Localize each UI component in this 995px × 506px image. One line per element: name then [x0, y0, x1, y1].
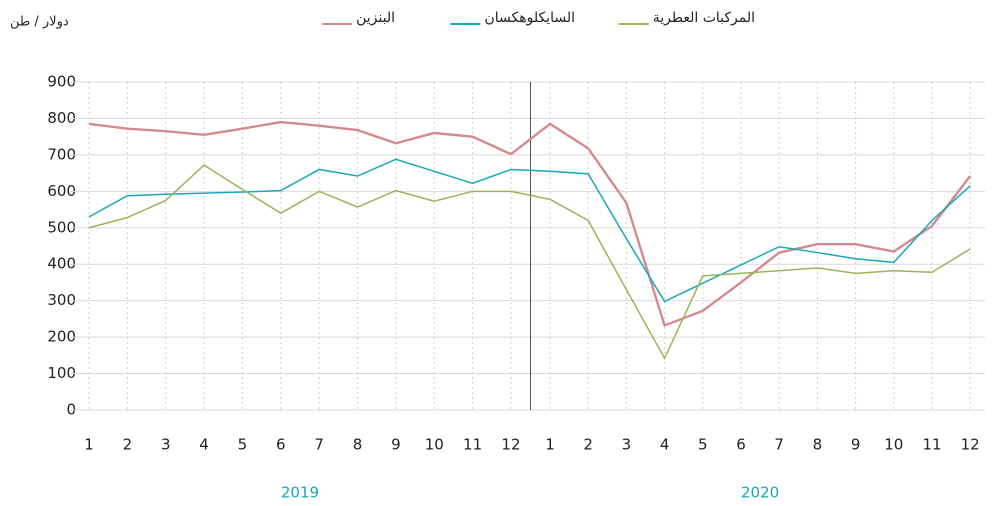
x-tick-label: 3 — [622, 436, 632, 454]
x-tick-label: 10 — [425, 436, 444, 454]
y-tick-label: 500 — [47, 218, 76, 236]
y-tick-label: 400 — [47, 255, 76, 273]
year-label: 2019 — [281, 484, 319, 502]
y-tick-label: 900 — [47, 73, 76, 91]
x-tick-label: 10 — [884, 436, 903, 454]
y-tick-label: 700 — [47, 145, 76, 163]
x-tick-label: 1 — [84, 436, 94, 454]
x-tick-label: 6 — [736, 436, 746, 454]
y-tick-label: 200 — [47, 328, 76, 346]
series-line — [88, 158, 971, 303]
y-tick-label: 800 — [47, 109, 76, 127]
x-tick-label: 9 — [391, 436, 401, 454]
x-tick-label: 9 — [851, 436, 861, 454]
x-tick-label: 2 — [583, 436, 593, 454]
x-tick-label: 12 — [501, 436, 520, 454]
legend-label: المركبات العطرية — [653, 10, 755, 26]
x-tick-label: 5 — [238, 436, 248, 454]
legend-label: البنزين — [356, 10, 395, 26]
year-label: 2020 — [741, 484, 779, 502]
series-line — [88, 164, 971, 360]
x-tick-label: 1 — [545, 436, 555, 454]
x-tick-label: 7 — [774, 436, 784, 454]
x-tick-label: 2 — [123, 436, 133, 454]
y-tick-label: 300 — [47, 291, 76, 309]
x-tick-label: 7 — [314, 436, 324, 454]
x-tick-label: 4 — [199, 436, 209, 454]
unit-label: دولار / طن — [10, 15, 69, 30]
x-tick-label: 11 — [922, 436, 941, 454]
x-tick-label: 5 — [698, 436, 708, 454]
x-tick-label: 8 — [813, 436, 823, 454]
y-tick-label: 100 — [47, 364, 76, 382]
x-tick-label: 11 — [463, 436, 482, 454]
x-tick-label: 6 — [276, 436, 286, 454]
x-tick-label: 12 — [961, 436, 980, 454]
series-line — [88, 120, 972, 328]
x-tick-label: 8 — [353, 436, 363, 454]
x-tick-label: 3 — [161, 436, 171, 454]
x-tick-label: 4 — [660, 436, 670, 454]
y-tick-label: 600 — [47, 182, 76, 200]
legend-label: السايكلوهكسان — [484, 10, 575, 26]
